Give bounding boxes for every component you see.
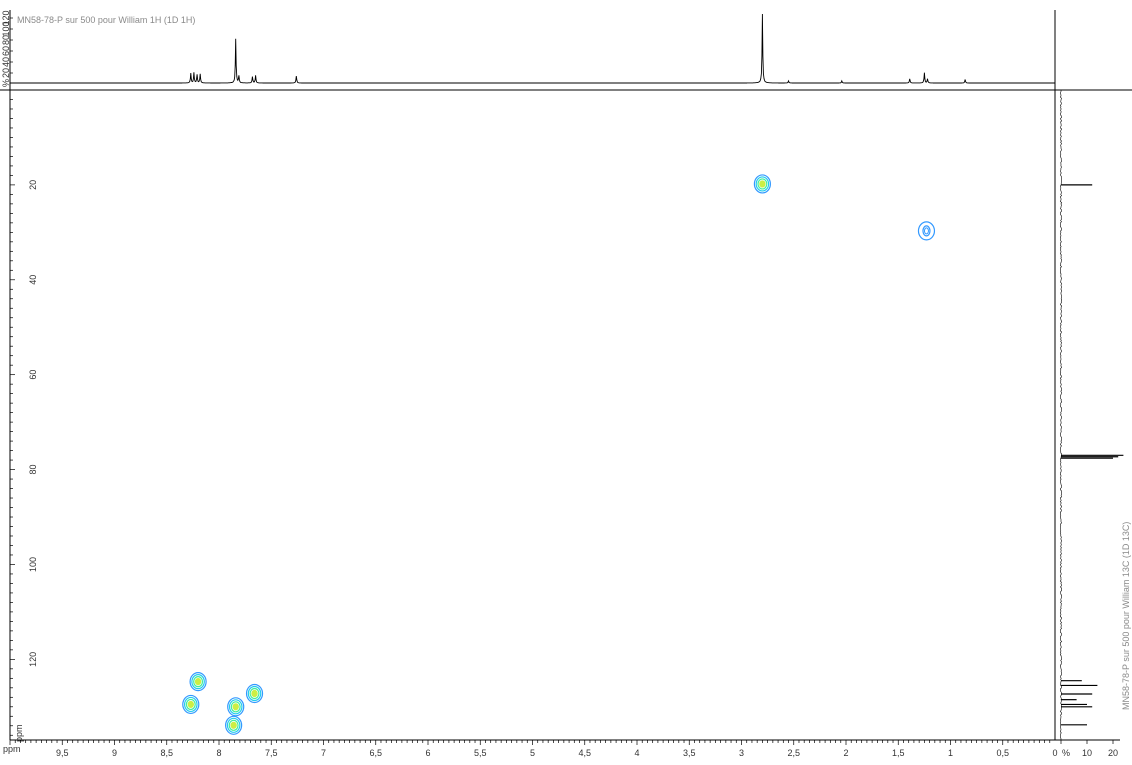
x-tick-label: 6 xyxy=(425,748,430,758)
x-tick-label: 2 xyxy=(843,748,848,758)
x-tick-label: 8 xyxy=(216,748,221,758)
contour-level xyxy=(245,683,264,704)
x-tick-label: 5 xyxy=(530,748,535,758)
cross-peak xyxy=(917,221,936,241)
x-tick-label: 9 xyxy=(112,748,117,758)
contour-level xyxy=(232,703,239,711)
cross-peaks xyxy=(182,174,936,735)
y-tick-label: 20 xyxy=(28,180,38,190)
x-tick-label: 7 xyxy=(321,748,326,758)
top-y-tick-label: 100 xyxy=(1,21,11,36)
right-x-tick-label: % xyxy=(1062,748,1070,758)
y-axis-unit-label: ppm xyxy=(14,724,24,742)
contour-level xyxy=(230,701,241,713)
y-axis-ticks: 20 40 60 80 100 120 xyxy=(10,99,38,736)
contour-level xyxy=(185,698,196,711)
contour-level xyxy=(923,227,929,235)
contour-level xyxy=(194,678,202,686)
top-projection-title: MN58-78-P sur 500 pour William 1H (1D 1H… xyxy=(17,15,195,25)
plot-frames xyxy=(0,10,1132,741)
x-tick-label: 1,5 xyxy=(892,748,905,758)
y-tick-label: 60 xyxy=(28,370,38,380)
cross-peak xyxy=(225,715,243,735)
x-tick-label: 4,5 xyxy=(578,748,591,758)
contour-level xyxy=(755,176,770,192)
top-y-tick-label: 40 xyxy=(1,57,11,67)
right-x-tick-label: 10 xyxy=(1082,748,1092,758)
contour-level xyxy=(193,676,204,688)
x-tick-label: 1 xyxy=(948,748,953,758)
cross-peak xyxy=(753,174,772,194)
contour-level xyxy=(230,721,237,729)
top-y-tick-label: 80 xyxy=(1,35,11,45)
contour-level xyxy=(187,700,194,709)
x-tick-label: 8,5 xyxy=(160,748,173,758)
top-y-tick-label: 60 xyxy=(1,46,11,56)
x-tick-label: 4 xyxy=(634,748,639,758)
right-13c-trace xyxy=(1059,89,1063,741)
contour-level xyxy=(249,687,260,700)
contour-level xyxy=(922,225,931,237)
x-tick-label: 3 xyxy=(739,748,744,758)
right-projection: % 10 20 xyxy=(1059,89,1124,758)
cross-peak xyxy=(182,694,200,715)
contour-level xyxy=(247,685,262,702)
x-tick-label: 3,5 xyxy=(683,748,696,758)
x-tick-label: 2,5 xyxy=(787,748,800,758)
x-tick-label: 5,5 xyxy=(474,748,487,758)
x-tick-label: 0 xyxy=(1052,748,1057,758)
contour-level xyxy=(251,689,258,698)
contour-level xyxy=(183,696,198,713)
contour-level xyxy=(228,699,243,715)
y-tick-label: 120 xyxy=(28,652,38,667)
cross-peak xyxy=(227,697,245,717)
contour-level xyxy=(917,221,936,241)
top-y-tick-label: 120 xyxy=(1,10,11,25)
contour-level xyxy=(191,674,205,690)
x-tick-label: 9,5 xyxy=(56,748,69,758)
x-tick-label: 7,5 xyxy=(265,748,278,758)
contour-level xyxy=(227,697,245,717)
top-1h-trace xyxy=(10,13,1055,84)
top-y-tick-label: 20 xyxy=(1,68,11,78)
contour-level xyxy=(757,178,768,190)
contour-level xyxy=(182,694,200,715)
cross-peak xyxy=(189,672,207,692)
right-projection-title: MN58-78-P sur 500 pour William 13C (1D 1… xyxy=(1121,522,1131,710)
contour-level xyxy=(753,174,772,194)
contour-level xyxy=(189,672,207,692)
y-tick-label: 40 xyxy=(28,275,38,285)
x-axis-ticks: 9,5 9 8,5 8 7,5 7 6,5 6 5,5 5 4,5 4 3,5 3 2,5 2 1,5 1 0,5 0 xyxy=(9,740,1058,758)
contour-level xyxy=(226,717,241,733)
top-y-tick-label: % xyxy=(1,79,11,87)
contour-level xyxy=(759,180,766,188)
y-tick-label: 100 xyxy=(28,557,38,572)
cross-peak xyxy=(245,683,264,704)
y-tick-label: 80 xyxy=(28,465,38,475)
contour-level xyxy=(228,719,239,731)
right-x-tick-label: 20 xyxy=(1108,748,1118,758)
x-tick-label: 0,5 xyxy=(996,748,1009,758)
x-axis-label: ppm xyxy=(3,744,21,754)
x-tick-label: 6,5 xyxy=(369,748,382,758)
contour-level xyxy=(225,715,243,735)
